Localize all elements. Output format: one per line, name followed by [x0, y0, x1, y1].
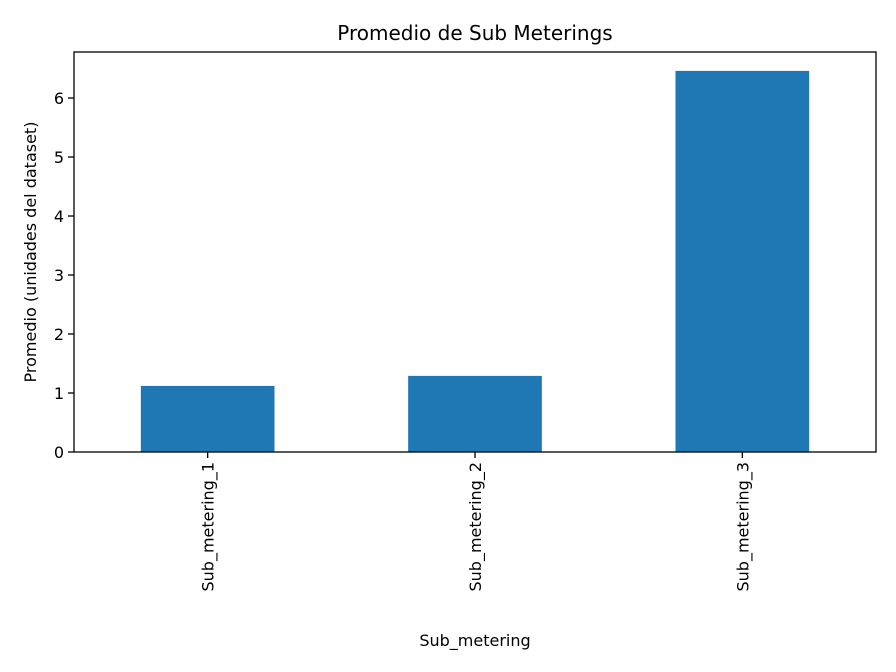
bar-Sub_metering_3: [675, 70, 810, 452]
bar-Sub_metering_2: [408, 375, 542, 452]
y-axis: 0 1 2 3 4 5 6: [54, 89, 74, 462]
y-axis-label: Promedio (unidades del dataset): [21, 122, 40, 383]
y-tick-label: 3: [54, 266, 64, 285]
y-tick-label: 6: [54, 89, 64, 108]
x-tick-label: Sub_metering_1: [199, 462, 219, 592]
bars-group: [140, 70, 810, 452]
y-tick-label: 0: [54, 443, 64, 462]
y-tick-label: 5: [54, 148, 64, 167]
x-tick-label: Sub_metering_3: [733, 462, 753, 592]
x-axis-label: Sub_metering: [419, 631, 530, 651]
x-axis: Sub_metering_1 Sub_metering_2 Sub_metering…: [199, 452, 753, 592]
y-tick-label: 1: [54, 384, 64, 403]
chart-title: Promedio de Sub Meterings: [337, 21, 612, 45]
x-tick-label: Sub_metering_2: [466, 462, 486, 592]
y-tick-label: 2: [54, 325, 64, 344]
bar-Sub_metering_1: [140, 385, 275, 452]
y-tick-label: 4: [54, 207, 64, 226]
